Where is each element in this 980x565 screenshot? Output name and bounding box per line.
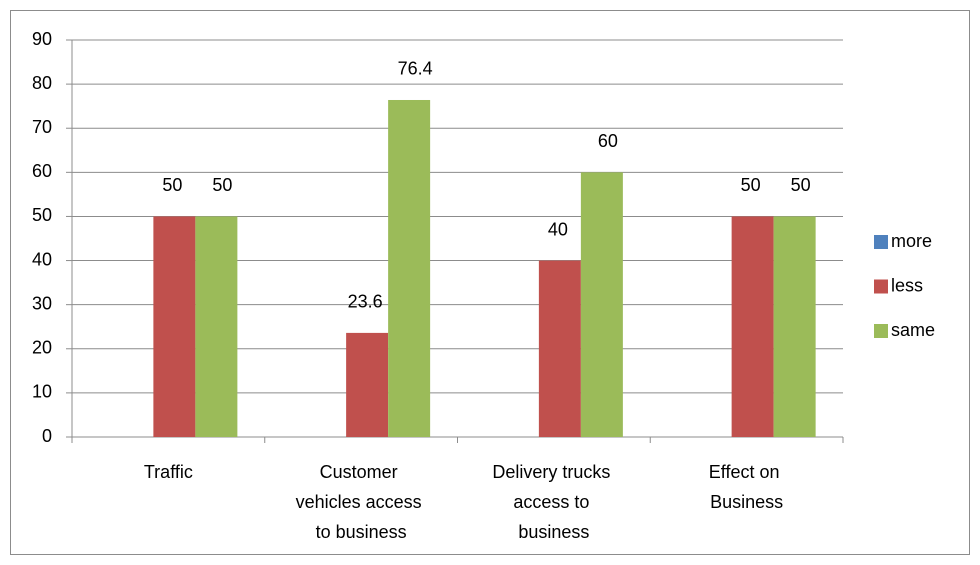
legend-label: same (891, 320, 935, 340)
y-tick-label: 70 (32, 117, 52, 137)
y-tick-label: 80 (32, 73, 52, 93)
legend-swatch (874, 235, 888, 249)
y-tick-label: 20 (32, 338, 52, 358)
x-tick-label: Traffic (144, 462, 193, 482)
y-tick-label: 30 (32, 293, 52, 313)
bar (538, 260, 581, 437)
bar (580, 172, 623, 438)
bar (153, 216, 196, 437)
bar (346, 332, 389, 437)
y-tick-label: 40 (32, 249, 52, 269)
data-label: 50 (162, 175, 182, 195)
bar (195, 216, 238, 437)
x-tick-label: Customer vehicles access to business (296, 462, 427, 542)
y-tick-label: 60 (32, 161, 52, 181)
legend-swatch (874, 279, 888, 294)
data-label: 23.6 (348, 292, 383, 312)
legend-label: more (891, 231, 932, 251)
y-tick-label: 90 (32, 29, 52, 49)
y-tick-label: 50 (32, 205, 52, 225)
data-label: 50 (741, 175, 761, 195)
data-label: 40 (548, 219, 568, 239)
x-tick-label: Effect on Business (709, 462, 785, 512)
x-tick-label: Delivery trucks access to business (492, 462, 615, 542)
data-label: 50 (791, 175, 811, 195)
y-tick-label: 10 (32, 382, 52, 402)
data-label: 50 (212, 175, 232, 195)
bar (773, 216, 816, 437)
legend-label: less (891, 275, 923, 295)
bar (388, 99, 431, 437)
data-label: 76.4 (398, 59, 433, 79)
legend-swatch (874, 324, 888, 338)
data-label: 60 (598, 131, 618, 151)
bar (731, 216, 774, 437)
y-tick-label: 0 (42, 426, 52, 446)
